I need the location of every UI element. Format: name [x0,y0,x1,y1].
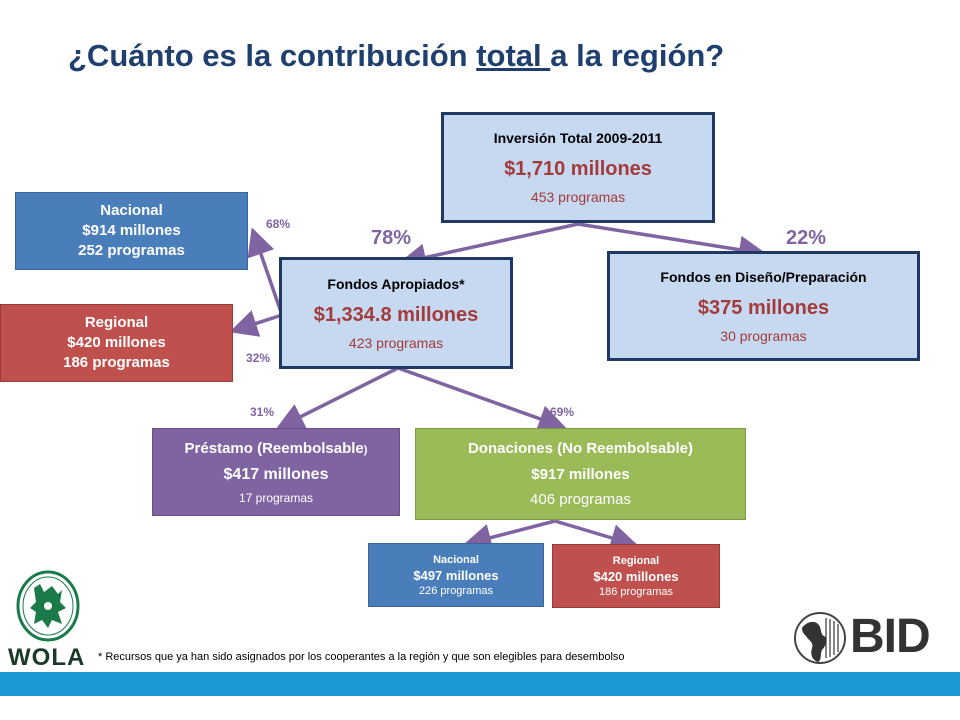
globe-icon [794,612,846,664]
national-bottom-amount: $497 millones [413,567,499,583]
wola-wordmark: WOLA [8,644,86,671]
design-funds-label: Fondos en Diseño/Preparación [660,268,867,285]
loan-label-text: Préstamo (Reembolsable [184,439,364,457]
loan-label: Préstamo (Reembolsable) [185,440,368,457]
regional-top-label: Regional [84,314,149,331]
regional-bottom-programs: 186 programas [599,585,673,598]
arrow-apropiados-to-donaciones [397,366,567,433]
regional-top-box: Regional $420 millones 186 programas [0,304,233,382]
national-top-box: Nacional $914 millones 252 programas [15,192,248,270]
national-top-label: Nacional [100,202,163,219]
national-top-share: 68% [266,217,291,231]
design-funds-programs: 30 programas [720,327,807,344]
footer-bar [0,672,960,696]
grants-programs: 406 programas [530,491,631,508]
national-bottom-box: Nacional $497 millones 226 programas [368,543,544,607]
regional-top-amount: $420 millones [67,334,166,351]
wola-logo: WOLA [8,568,88,672]
total-investment-label: Inversión Total 2009-2011 [493,130,663,146]
arrow-donaciones-to-nacional [463,519,556,552]
loan-amount: $417 millones [223,465,329,483]
national-top-amount: $914 millones [82,222,181,239]
design-funds-box: Fondos en Diseño/Preparación $375 millon… [607,251,920,361]
loan-box: Préstamo (Reembolsable) $417 millones 17… [152,428,400,516]
appropriated-funds-box: Fondos Apropiados* $1,334.8 millones 423… [279,257,513,369]
title-text-after: a la región? [550,38,725,73]
bid-wordmark: BID [850,610,931,663]
arrow-apropiados-to-nacional [247,227,284,316]
appropriated-funds-amount: $1,334.8 millones [313,303,479,326]
grant-share: 69% [550,405,575,419]
apropiados-share: 78% [371,227,412,249]
regional-bottom-label: Regional [612,554,660,567]
arrow-total-to-diseno [577,222,767,264]
design-funds-amount: $375 millones [697,296,830,319]
national-bottom-programs: 226 programas [419,584,493,597]
title-text-underlined: total [476,38,551,73]
loan-share: 31% [250,405,275,419]
grants-label: Donaciones (No Reembolsable) [467,440,694,457]
regional-top-programs: 186 programas [63,354,170,371]
appropriated-funds-label: Fondos Apropiados* [327,275,465,292]
grants-amount: $917 millones [531,466,630,483]
bid-logo: BID [792,608,938,668]
title-text-before: ¿Cuánto es la contribución [68,38,477,73]
national-bottom-label: Nacional [433,553,479,566]
loan-label-paren: ) [363,443,368,456]
total-investment-box: Inversión Total 2009-2011 $1,710 millone… [441,112,715,223]
arrow-total-to-apropiados [398,222,579,272]
total-investment-amount: $1,710 millones [504,158,652,180]
total-investment-programs: 453 programas [530,189,626,205]
national-top-programs: 252 programas [78,242,185,259]
arrow-donaciones-to-regional [554,519,639,552]
grants-box: Donaciones (No Reembolsable) $917 millon… [415,428,746,520]
arrow-apropiados-to-regional [229,310,283,337]
page-title: ¿Cuánto es la contribución total a la re… [68,38,724,74]
regional-bottom-box: Regional $420 millones 186 programas [552,544,720,608]
loan-programs: 17 programas [238,490,314,505]
footnote: * Recursos que ya han sido asignados por… [98,651,625,663]
regional-top-share: 32% [246,351,271,365]
arrow-apropiados-to-prestamo [275,366,399,430]
regional-bottom-amount: $420 millones [593,568,679,584]
diseno-share: 22% [786,227,827,249]
appropriated-funds-programs: 423 programas [348,334,444,351]
wola-emblem-icon [16,570,80,642]
